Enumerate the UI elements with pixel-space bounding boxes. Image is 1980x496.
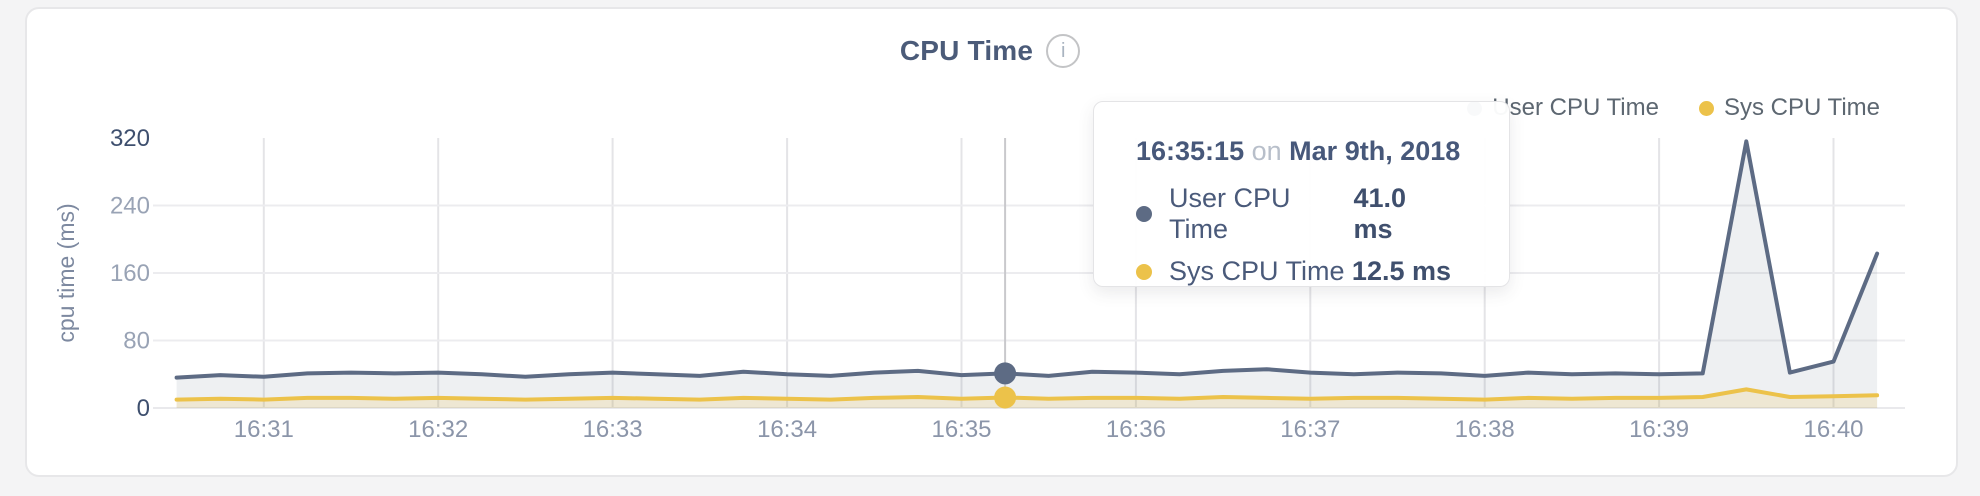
- tooltip-date: Mar 9th, 2018: [1289, 136, 1461, 166]
- user-cpu-time-hover-dot: [994, 362, 1017, 385]
- chart-tooltip: 16:35:15 on Mar 9th, 2018 User CPU Time …: [1093, 101, 1510, 287]
- y-tick-label: 80: [123, 328, 150, 355]
- x-tick-label: 16:39: [1629, 416, 1689, 443]
- x-tick-label: 16:35: [931, 416, 991, 443]
- y-tick-label: 160: [110, 260, 150, 287]
- x-tick-label: 16:38: [1455, 416, 1515, 443]
- x-tick-label: 16:32: [408, 416, 468, 443]
- x-tick-label: 16:31: [234, 416, 294, 443]
- x-tick-label: 16:37: [1280, 416, 1340, 443]
- user-series-dot-icon: [1136, 206, 1152, 222]
- tooltip-connector: on: [1251, 136, 1282, 166]
- tooltip-series-value: 41.0 ms: [1353, 183, 1407, 244]
- sys-cpu-time-line[interactable]: [174, 387, 1880, 402]
- x-tick-label: 16:33: [583, 416, 643, 443]
- sys-cpu-time-hover-dot: [994, 386, 1017, 409]
- y-tick-label: 240: [110, 193, 150, 220]
- tooltip-time: 16:35:15: [1136, 136, 1245, 166]
- legend-label: User CPU Time: [1492, 94, 1659, 121]
- tooltip-title: 16:35:15 on Mar 9th, 2018: [1136, 136, 1460, 167]
- tooltip-series-label: User CPU Time: [1169, 183, 1291, 244]
- chart-header: CPU Time i: [0, 34, 1980, 68]
- tooltip-row-user: User CPU Time 41.0 ms: [1136, 183, 1451, 245]
- chart-title: CPU Time: [899, 35, 1034, 66]
- y-axis-title: cpu time (ms): [53, 203, 79, 342]
- user-cpu-time-area: [176, 141, 1878, 408]
- x-tick-label: 16:34: [757, 416, 817, 443]
- legend-label: Sys CPU Time: [1723, 94, 1880, 121]
- x-tick-label: 16:36: [1106, 416, 1166, 443]
- tooltip-series-label: Sys CPU Time: [1169, 256, 1345, 286]
- tooltip-series-value: 12.5 ms: [1351, 256, 1451, 286]
- y-tick-label: 320: [110, 125, 150, 152]
- chart-legend: User CPU Time Sys CPU Time: [1467, 94, 1880, 122]
- info-icon[interactable]: i: [1046, 34, 1081, 68]
- sys-series-dot-icon: [1698, 100, 1714, 116]
- tooltip-row-sys: Sys CPU Time 12.5 ms: [1136, 256, 1451, 287]
- x-tick-label: 16:40: [1803, 416, 1863, 443]
- y-tick-label: 0: [137, 395, 150, 422]
- sys-series-dot-icon: [1136, 263, 1152, 280]
- legend-item-sys-cpu-time[interactable]: Sys CPU Time: [1698, 94, 1880, 122]
- user-cpu-time-line[interactable]: [174, 139, 1880, 380]
- info-icon-glyph: i: [1060, 39, 1066, 62]
